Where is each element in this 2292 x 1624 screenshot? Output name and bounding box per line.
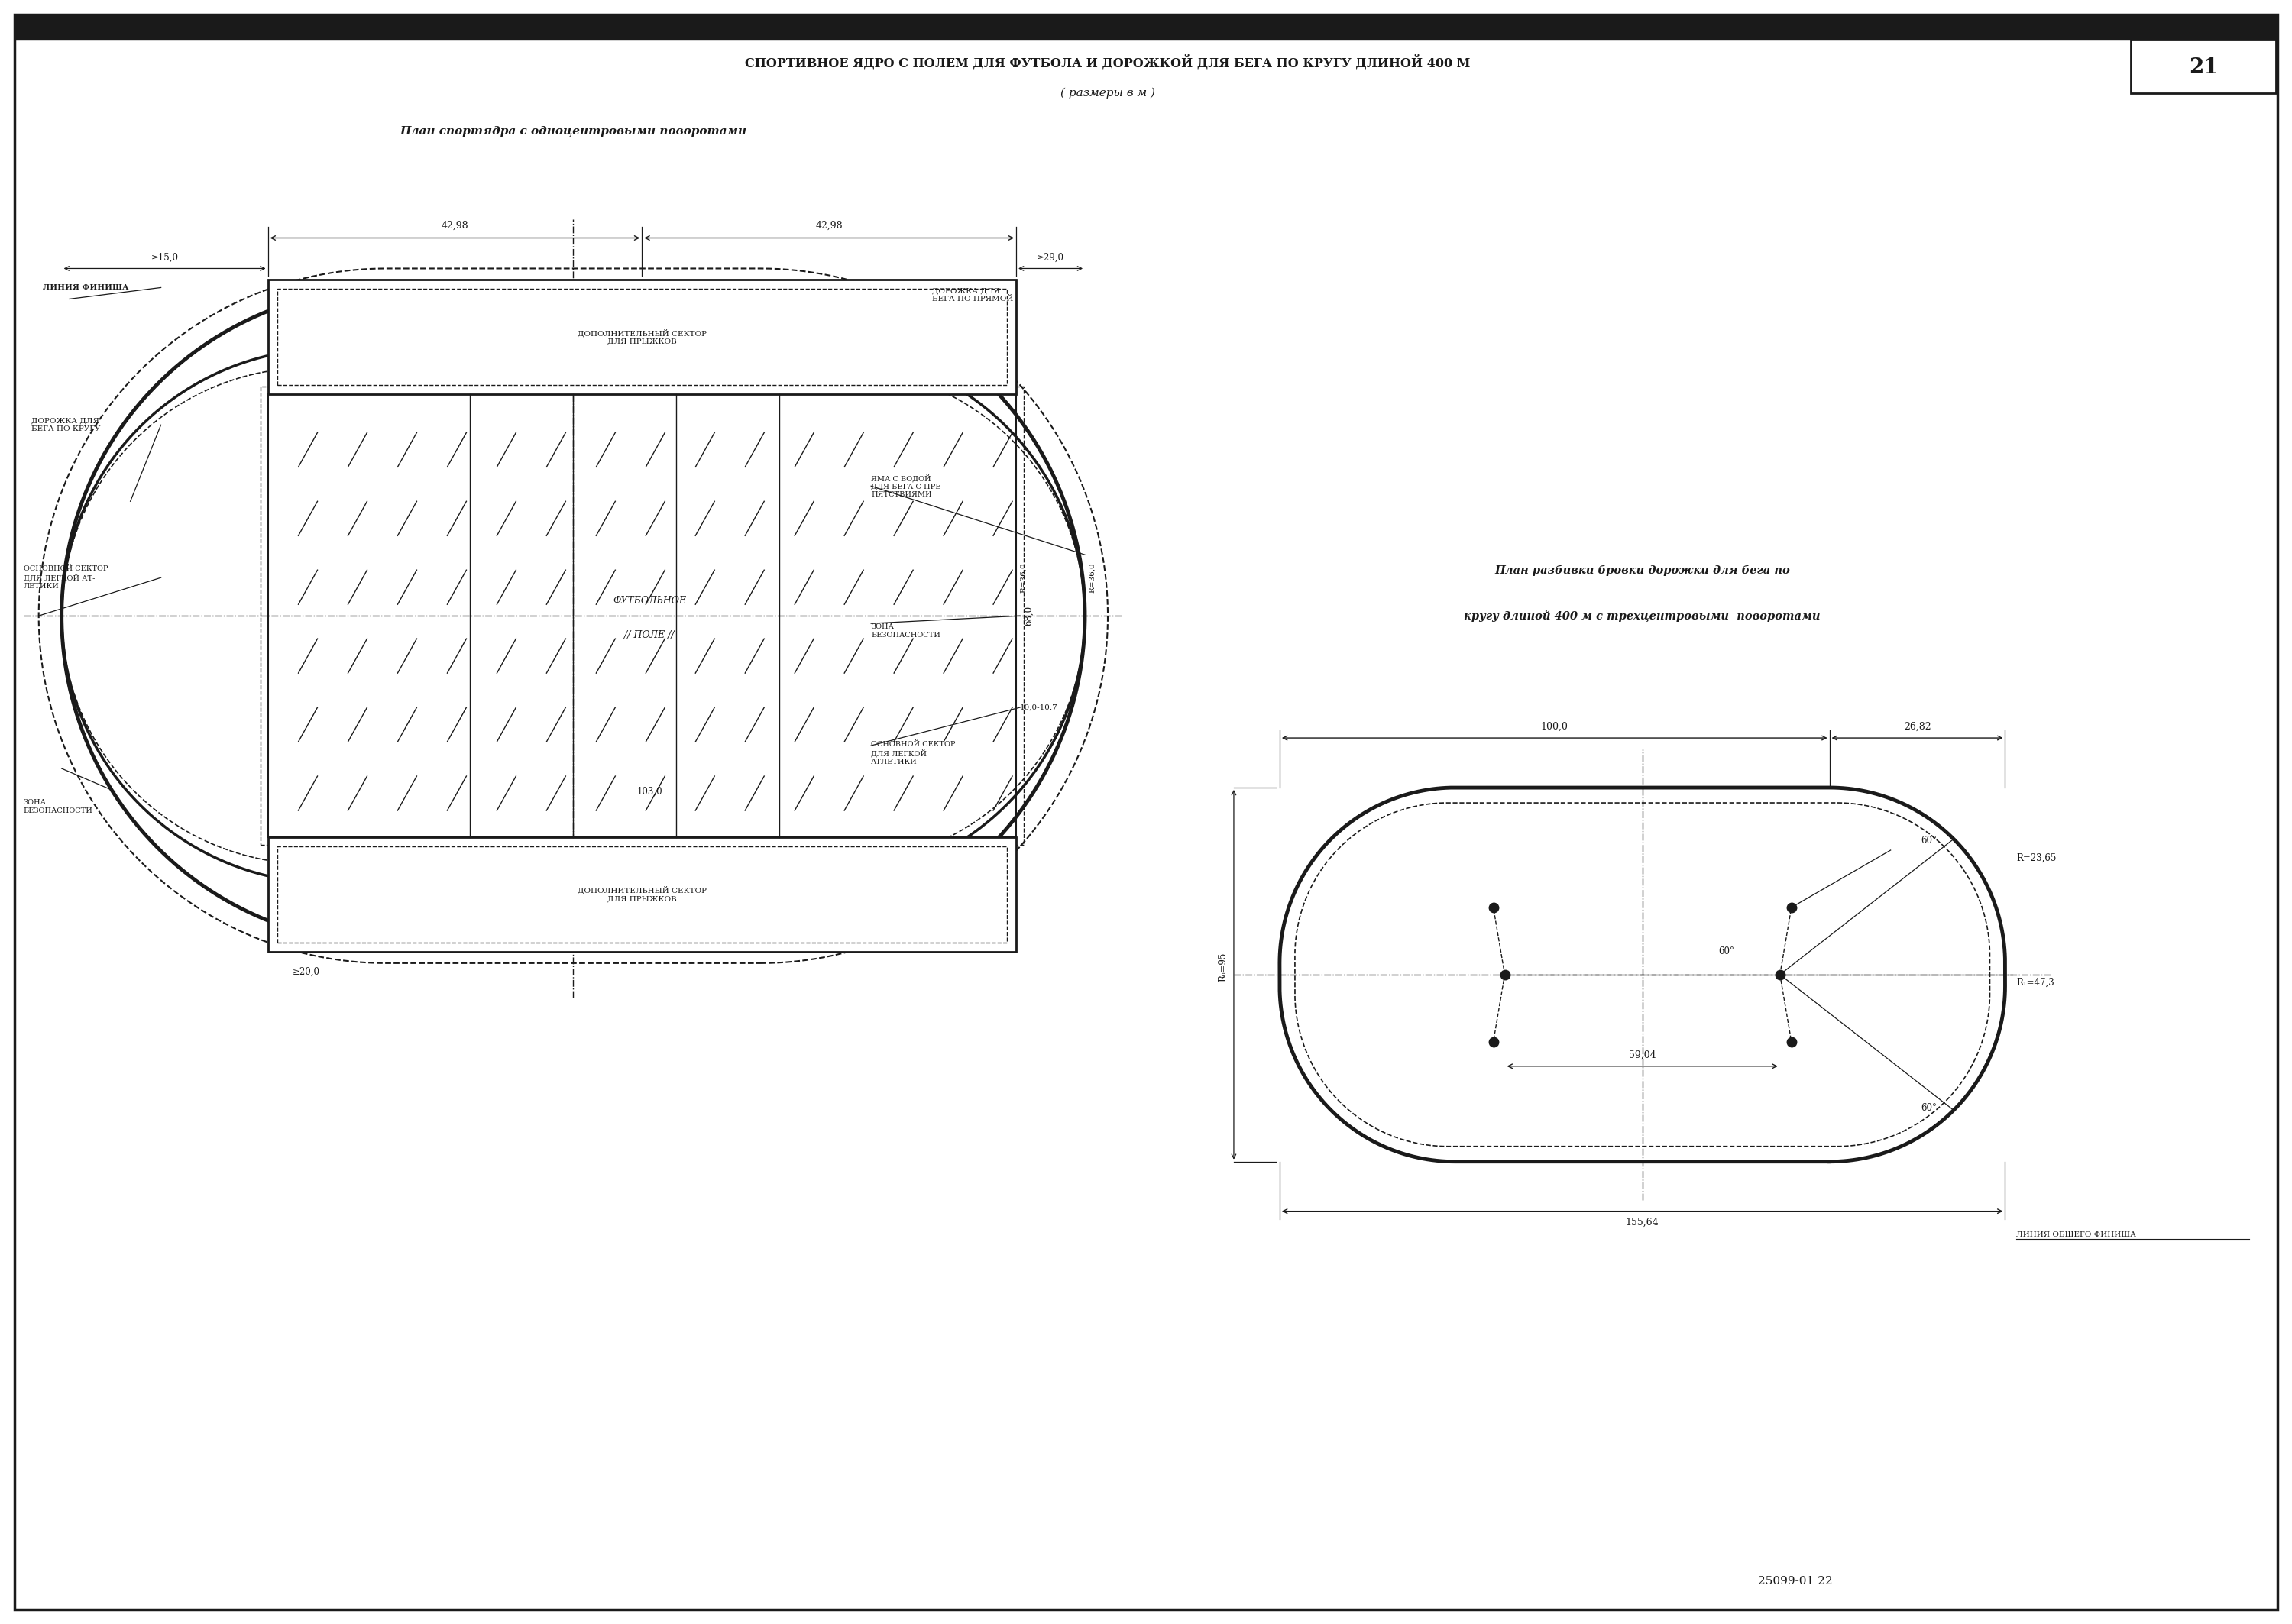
Bar — [277, 846, 1006, 942]
Text: 25099-01 22: 25099-01 22 — [1758, 1577, 1831, 1587]
Text: 59,04: 59,04 — [1630, 1051, 1657, 1060]
Text: // ПОЛЕ //: // ПОЛЕ // — [623, 630, 674, 640]
Text: 60°: 60° — [1921, 836, 1937, 846]
Text: 60°: 60° — [1719, 947, 1735, 957]
Text: 42,98: 42,98 — [816, 221, 843, 231]
Text: 60°: 60° — [1921, 1103, 1937, 1112]
Text: ОСНОВНОЙ СЕКТОР
ДЛЯ ЛЕГКОЙ АТ-
ЛЕТИКИ: ОСНОВНОЙ СЕКТОР ДЛЯ ЛЕГКОЙ АТ- ЛЕТИКИ — [23, 565, 108, 590]
Text: 26,82: 26,82 — [1905, 723, 1930, 732]
Text: ЛИНИЯ ОБЩЕГО ФИНИША: ЛИНИЯ ОБЩЕГО ФИНИША — [2017, 1231, 2136, 1237]
Text: План спортядра с одноцентровыми поворотами: План спортядра с одноцентровыми поворота… — [399, 125, 747, 136]
Text: 100,0: 100,0 — [1540, 723, 1568, 732]
Bar — [14, 15, 2278, 39]
Text: ДОРОЖКА ДЛЯ
БЕГА ПО ПРЯМОЙ: ДОРОЖКА ДЛЯ БЕГА ПО ПРЯМОЙ — [933, 287, 1013, 302]
Text: R=36,0: R=36,0 — [1020, 562, 1027, 593]
Bar — [268, 395, 1015, 838]
Text: R₁=47,3: R₁=47,3 — [2017, 978, 2054, 987]
Text: 42,98: 42,98 — [442, 221, 468, 231]
Text: ДОПОЛНИТЕЛЬНЫЙ СЕКТОР
ДЛЯ ПРЫЖКОВ: ДОПОЛНИТЕЛЬНЫЙ СЕКТОР ДЛЯ ПРЫЖКОВ — [578, 887, 706, 903]
Text: ≥20,0: ≥20,0 — [293, 966, 321, 978]
Text: ЗОНА
БЕЗОПАСНОСТИ: ЗОНА БЕЗОПАСНОСТИ — [871, 624, 940, 638]
Text: R=23,65: R=23,65 — [2017, 853, 2056, 862]
Text: План разбивки бровки дорожки для бега по: План разбивки бровки дорожки для бега по — [1494, 564, 1790, 577]
Text: ( размеры в м ): ( размеры в м ) — [1061, 88, 1155, 99]
Text: R=36,0: R=36,0 — [1089, 562, 1096, 593]
Text: ДОРОЖКА ДЛЯ
БЕГА ПО КРУГУ: ДОРОЖКА ДЛЯ БЕГА ПО КРУГУ — [32, 417, 101, 432]
Text: ≥29,0: ≥29,0 — [1036, 252, 1063, 263]
Text: ЯМА С ВОДОЙ
ДЛЯ БЕГА С ПРЕ-
ПЯТСТВИЯМИ: ЯМА С ВОДОЙ ДЛЯ БЕГА С ПРЕ- ПЯТСТВИЯМИ — [871, 474, 944, 499]
Bar — [268, 279, 1015, 395]
Bar — [2132, 39, 2276, 93]
Text: R₀=95: R₀=95 — [1217, 952, 1229, 981]
Text: 10,0-10,7: 10,0-10,7 — [1020, 703, 1059, 711]
Text: 68,0: 68,0 — [1025, 606, 1034, 625]
Text: 103,0: 103,0 — [637, 786, 662, 796]
Text: ЗОНА
БЕЗОПАСНОСТИ: ЗОНА БЕЗОПАСНОСТИ — [23, 799, 94, 814]
Text: ОСНОВНОЙ СЕКТОР
ДЛЯ ЛЕГКОЙ
АТЛЕТИКИ: ОСНОВНОЙ СЕКТОР ДЛЯ ЛЕГКОЙ АТЛЕТИКИ — [871, 741, 956, 765]
Bar — [261, 387, 1025, 844]
Bar — [277, 289, 1006, 385]
Text: 21: 21 — [2189, 57, 2219, 78]
Text: ≥15,0: ≥15,0 — [151, 252, 179, 263]
Bar — [268, 838, 1015, 952]
Text: кругу длиной 400 м с трехцентровыми  поворотами: кругу длиной 400 м с трехцентровыми пово… — [1465, 611, 1820, 622]
Text: ФУТБОЛЬНОЕ: ФУТБОЛЬНОЕ — [612, 596, 685, 606]
Text: ЛИНИЯ ФИНИША: ЛИНИЯ ФИНИША — [44, 284, 128, 291]
Text: 155,64: 155,64 — [1625, 1218, 1659, 1228]
Text: ДОПОЛНИТЕЛЬНЫЙ СЕКТОР
ДЛЯ ПРЫЖКОВ: ДОПОЛНИТЕЛЬНЫЙ СЕКТОР ДЛЯ ПРЫЖКОВ — [578, 330, 706, 346]
Text: СПОРТИВНОЕ ЯДРО С ПОЛЕМ ДЛЯ ФУТБОЛА И ДОРОЖКОЙ ДЛЯ БЕГА ПО КРУГУ ДЛИНОЙ 400 М: СПОРТИВНОЕ ЯДРО С ПОЛЕМ ДЛЯ ФУТБОЛА И ДО… — [745, 55, 1471, 70]
